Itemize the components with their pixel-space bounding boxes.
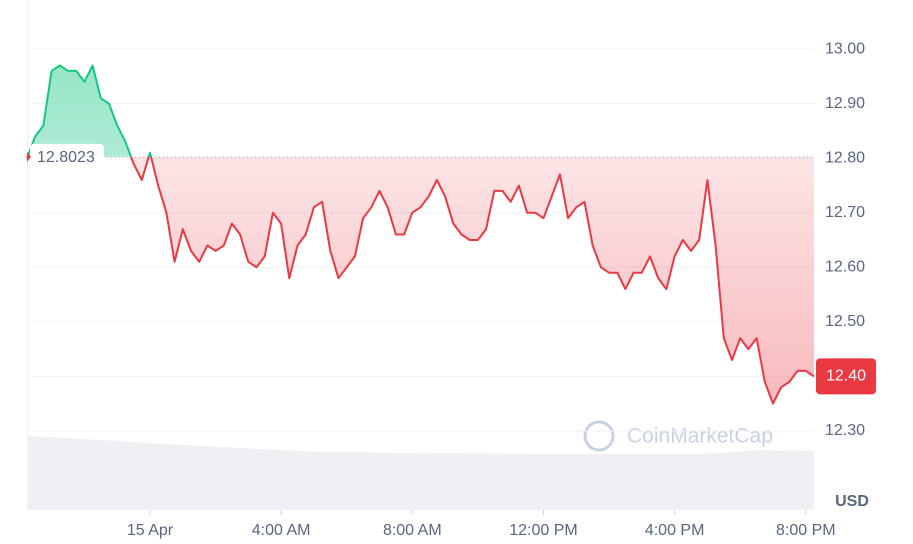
volume-area	[27, 436, 814, 510]
y-tick-label: 12.50	[825, 313, 865, 330]
plot	[26, 64, 815, 405]
area-up	[27, 65, 814, 157]
watermark-logo	[583, 420, 615, 452]
x-tick-label: 8:00 AM	[383, 522, 442, 539]
x-tick-label: 12:00 PM	[509, 522, 577, 539]
current-price-label: 12.40	[826, 368, 866, 385]
baseline-marker	[27, 151, 31, 162]
y-tick-label: 12.70	[825, 204, 865, 221]
y-unit: USD	[835, 493, 869, 510]
x-tick-label: 4:00 PM	[645, 522, 705, 539]
y-tick-label: 12.30	[825, 422, 865, 439]
area-down	[27, 156, 814, 404]
y-tick-label: 12.60	[825, 258, 865, 275]
price-line-down	[26, 156, 815, 405]
baseline-label-box	[30, 143, 104, 170]
left-border	[27, 0, 28, 510]
y-tick-label: 13.00	[825, 40, 865, 57]
watermark: CoinMarketCap	[583, 420, 773, 452]
labels: 12.30 12.40 12.50 12.60 12.70 12.80 12.90 13.00…	[27, 40, 876, 539]
y-tick-label: 12.80	[825, 149, 865, 166]
baseline-label: 12.8023	[37, 149, 95, 166]
y-tick-label: 12.90	[825, 95, 865, 112]
x-tick-label: 15 Apr	[127, 522, 174, 539]
watermark-text: CoinMarketCap	[627, 425, 773, 448]
grid	[27, 48, 814, 515]
x-tick-label: 8:00 PM	[776, 522, 836, 539]
x-tick-label: 4:00 AM	[252, 522, 311, 539]
current-price-box	[816, 358, 876, 395]
